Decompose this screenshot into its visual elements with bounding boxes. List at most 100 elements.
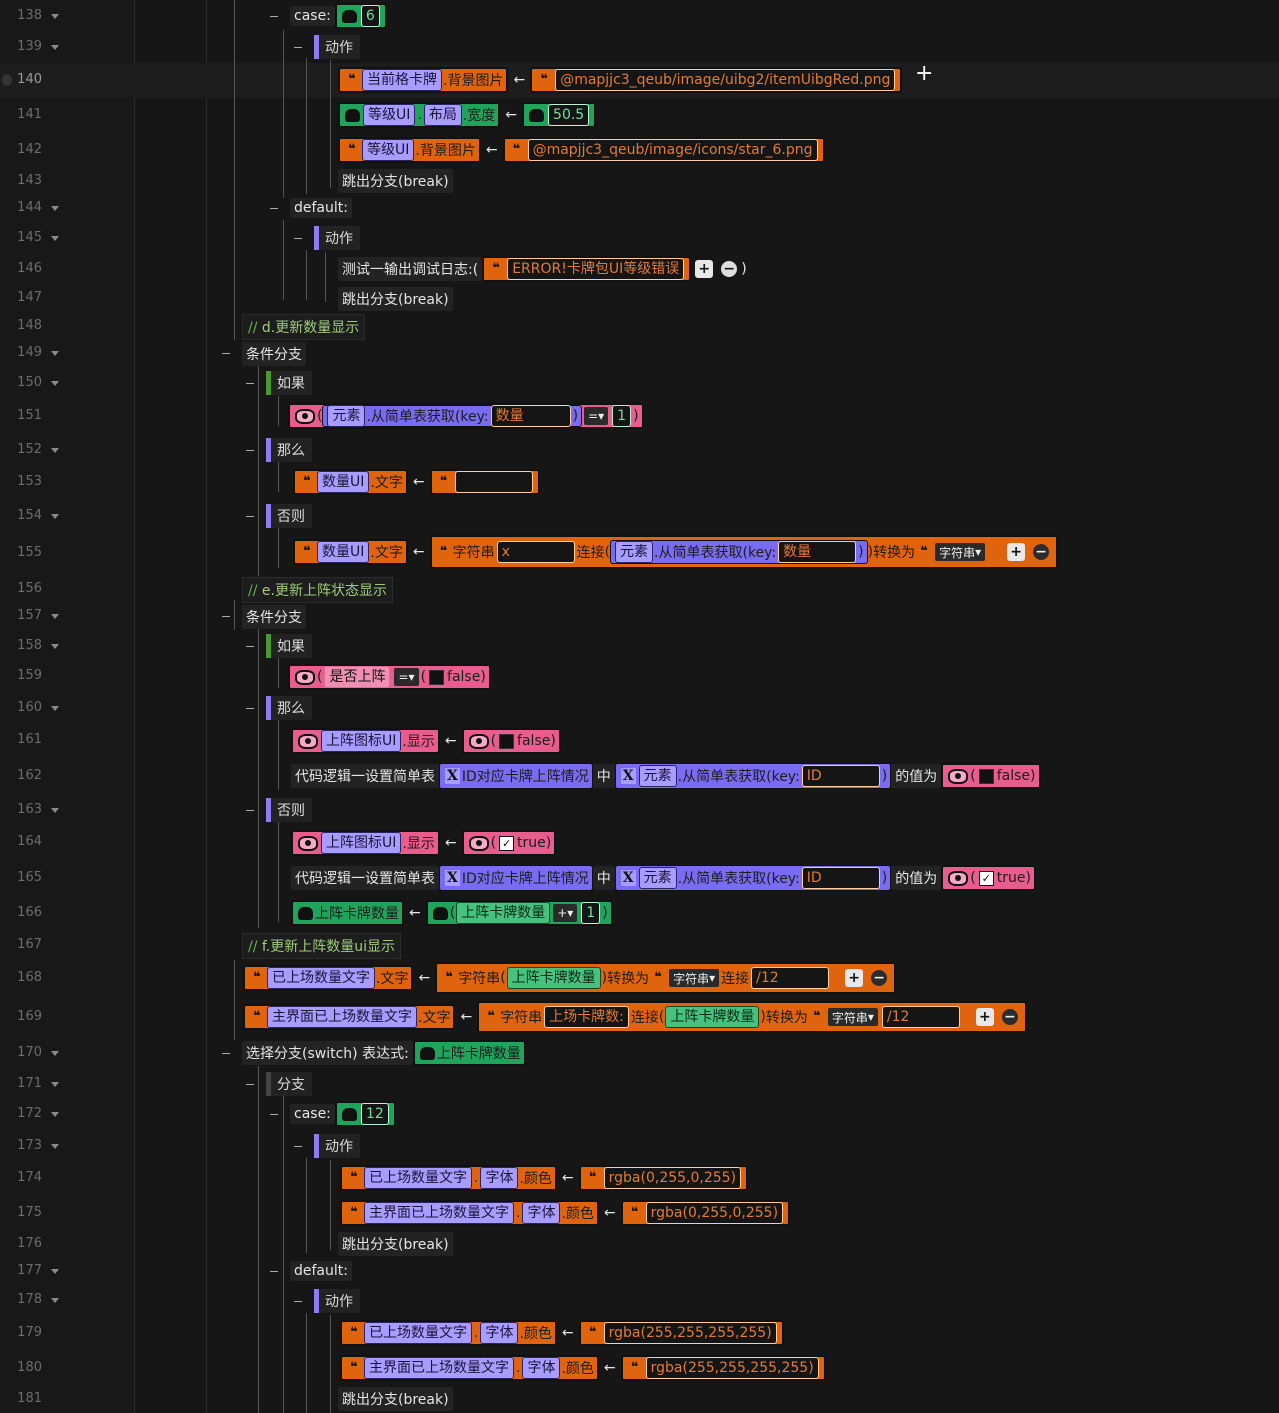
variable-pill[interactable]: 数量UI (317, 471, 370, 493)
case-row[interactable]: case: 12 (290, 1100, 396, 1128)
number-value[interactable]: 1 (581, 902, 601, 924)
assign-row[interactable]: 上阵图标UI .显示 ← (✓ true) (291, 829, 557, 857)
fold-arrow-icon[interactable] (51, 1051, 59, 1056)
variable-pill[interactable]: 已上场数量文字 (364, 1167, 472, 1189)
collapse-toggle[interactable] (270, 1271, 278, 1272)
assign-row[interactable]: ❝ 数量UI .文字 ← ❝ 字符串 x 连接( 元素 .从简单表获取(key: 数量) )… (293, 535, 1059, 569)
bool-block[interactable]: (false) (461, 728, 561, 754)
collapse-toggle[interactable] (294, 1146, 302, 1147)
variable-label[interactable]: ID对应卡牌上阵情况 (461, 871, 589, 887)
comment[interactable]: // d.更新数量显示 (242, 314, 366, 340)
variable-pill[interactable]: 主界面已上场数量文字 (364, 1202, 514, 1224)
string-block[interactable]: ❝ 主界面已上场数量文字 .文字 (243, 1004, 456, 1030)
number-value[interactable]: 50.5 (548, 104, 590, 126)
variable-pill[interactable]: 当前格卡牌 (362, 69, 442, 91)
bool-block[interactable]: (false) (941, 763, 1041, 789)
string-block[interactable]: ❝ 数量UI .文字 (293, 539, 408, 565)
assign-row[interactable]: ❝ 主界面已上场数量文字 .文字 ← ❝ 字符串 上场卡牌数: 连接(上阵卡牌数量) 转换为… (243, 1001, 1027, 1033)
cond-branch-row[interactable]: 条件分支 (242, 340, 306, 368)
collapse-toggle[interactable] (294, 238, 302, 239)
collapse-toggle[interactable] (294, 1301, 302, 1302)
remove-arg-button[interactable]: − (721, 261, 738, 277)
assign-row[interactable]: ❝ 数量UI .文字 ← ❝ (293, 468, 540, 496)
string-value[interactable]: /12 (881, 1006, 960, 1028)
variable-pill[interactable]: 是否上阵 (324, 666, 391, 688)
else-row[interactable]: 否则 (266, 502, 312, 530)
assign-row[interactable]: 上阵图标UI .显示 ← (false) (291, 727, 561, 755)
empty-string-value[interactable] (454, 471, 533, 493)
collapse-toggle[interactable] (246, 1084, 254, 1085)
variable-pill[interactable]: 上阵卡牌数量 (456, 902, 551, 924)
string-block[interactable]: ❝ 数量UI .文字 (293, 469, 408, 495)
comment[interactable]: // e.更新上阵状态显示 (242, 577, 393, 603)
variable-pill[interactable]: 上阵卡牌数量 (506, 967, 601, 989)
bool-block[interactable]: (是否上阵 = ▾(false) (288, 664, 491, 690)
checkbox-off[interactable] (429, 669, 445, 685)
variable-pill[interactable]: 主界面已上场数量文字 (267, 1006, 417, 1028)
variable-label[interactable]: 上阵卡牌数量 (436, 1046, 521, 1062)
break-row[interactable]: 跳出分支(break) (338, 285, 453, 313)
number-block[interactable]: 50.5 (522, 102, 597, 128)
variable-pill[interactable]: 字体 (522, 1202, 561, 1224)
branch-row[interactable]: 分支 (266, 1070, 312, 1098)
string-block[interactable]: ❝ 已上场数量文字 .文字 (243, 965, 414, 991)
fold-arrow-icon[interactable] (51, 236, 59, 241)
string-block[interactable]: ❝ rgba(0,255,0,255) (620, 1200, 791, 1226)
comment-row[interactable]: // f.更新上阵数量ui显示 (242, 932, 402, 960)
comment-row[interactable]: // d.更新数量显示 (242, 313, 366, 341)
fold-arrow-icon[interactable] (51, 1269, 59, 1274)
set-table-row[interactable]: 代码逻辑一设置简单表 X ID对应卡牌上阵情况 中 X 元素 .从简单表获取(key:… (291, 864, 1036, 892)
string-value[interactable]: 数量 (490, 405, 571, 427)
checkbox-on[interactable]: ✓ (978, 870, 994, 886)
break-row[interactable]: 跳出分支(break) (338, 1230, 453, 1258)
checkbox-off[interactable] (499, 733, 515, 749)
string-block[interactable]: ❝ (429, 469, 540, 495)
table-get-block[interactable]: 元素 .从简单表获取(key: 数量) (610, 540, 868, 564)
action-row[interactable]: 动作 (314, 33, 360, 61)
add-arg-button[interactable]: + (695, 260, 714, 278)
type-select[interactable]: 字符串 ▾ (935, 543, 986, 561)
assign-row[interactable]: ❝ 当前格卡牌 .背景图片 ← ❝ @mapjjc3_qeub/image/uibg2… (338, 61, 933, 94)
type-select[interactable]: 字符串 ▾ (827, 1008, 878, 1026)
variable-pill[interactable]: 元素 (638, 867, 677, 889)
variable-pill[interactable]: 元素 (615, 541, 654, 563)
number-block[interactable]: 6 (334, 3, 387, 29)
variable-pill[interactable]: 布局 (423, 104, 462, 126)
fold-arrow-icon[interactable] (51, 614, 59, 619)
assign-row[interactable]: 上阵卡牌数量 ← (上阵卡牌数量 + ▾ 1) (291, 899, 613, 927)
string-value[interactable]: @mapjjc3_qeub/image/uibg2/itemUibgRed.pn… (555, 69, 896, 91)
break-row[interactable]: 跳出分支(break) (338, 1385, 453, 1413)
string-value[interactable]: rgba(255,255,255,255) (645, 1357, 819, 1379)
bool-block[interactable]: 上阵图标UI .显示 (291, 728, 440, 754)
fold-arrow-icon[interactable] (51, 644, 59, 649)
then-row[interactable]: 那么 (266, 436, 312, 464)
fold-arrow-icon[interactable] (51, 1144, 59, 1149)
concat-block[interactable]: ❝ 字符串(上阵卡牌数量) 转换为 ❝ 字符串 ▾ 连接/12 + − (435, 962, 897, 994)
fold-arrow-icon[interactable] (51, 45, 59, 50)
variable-pill[interactable]: 元素 (327, 405, 366, 427)
action-row[interactable]: 动作 (314, 224, 360, 252)
collapse-toggle[interactable] (270, 16, 278, 17)
string-value[interactable]: 上场卡牌数: (544, 1006, 629, 1028)
switch-row[interactable]: 选择分支(switch) 表达式: 上阵卡牌数量 (242, 1039, 526, 1067)
assign-row[interactable]: ❝ 已上场数量文字. 字体 .颜色 ← ❝ rgba(255,255,255,255) (340, 1319, 784, 1347)
collapse-toggle[interactable] (222, 353, 230, 354)
fold-arrow-icon[interactable] (51, 351, 59, 356)
number-block[interactable]: 上阵卡牌数量 (412, 1040, 526, 1066)
variable-pill[interactable]: 已上场数量文字 (364, 1322, 472, 1344)
variable-pill[interactable]: 元素 (638, 765, 677, 787)
variable-pill[interactable]: 等级UI (363, 104, 416, 126)
string-block[interactable]: ❝ rgba(255,255,255,255) (578, 1320, 784, 1346)
comment[interactable]: // f.更新上阵数量ui显示 (242, 933, 402, 959)
variable-pill[interactable]: 已上场数量文字 (267, 967, 375, 989)
fold-arrow-icon[interactable] (51, 808, 59, 813)
default-row[interactable]: default: (290, 194, 352, 222)
collapse-toggle[interactable] (294, 47, 302, 48)
checkbox-off[interactable] (978, 768, 994, 784)
fold-arrow-icon[interactable] (51, 1082, 59, 1087)
variable-pill[interactable]: 等级UI (362, 139, 415, 161)
cond-branch-row[interactable]: 条件分支 (242, 603, 306, 631)
string-block[interactable]: ❝ 已上场数量文字. 字体 .颜色 (340, 1320, 557, 1346)
variable-label[interactable]: 上阵卡牌数量 (315, 906, 399, 922)
string-block[interactable]: ❝ @mapjjc3_qeub/image/uibg2/itemUibgRed.p… (530, 67, 903, 93)
